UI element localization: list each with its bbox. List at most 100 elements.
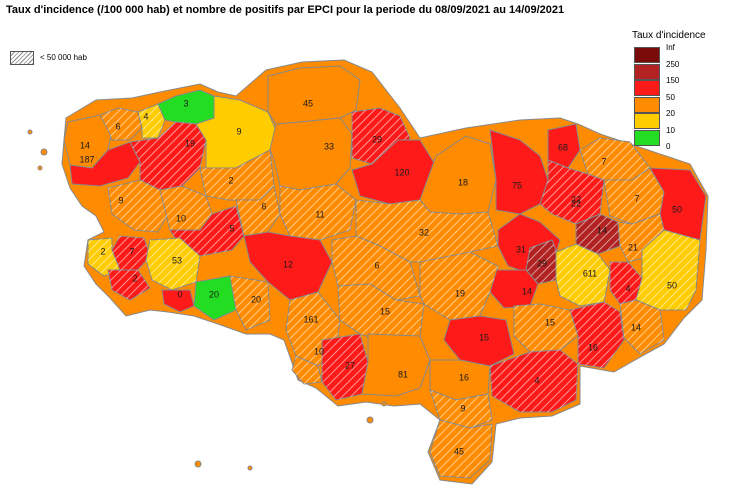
epci-hatch-overlay [332,236,420,300]
island-region [40,148,48,156]
epci-count-label: 3 [183,98,188,108]
epci-hatch-overlay [620,300,664,354]
epci-count-label: 120 [394,167,409,177]
epci-hatch-overlay [200,150,274,200]
epci-count-label: 27 [345,360,355,370]
epci-count-label: 6 [374,260,379,270]
epci-count-label: 15 [479,332,489,342]
epci-count-label: 68 [558,142,568,152]
epci-region[interactable] [267,65,361,125]
epci-count-label: 20 [251,294,261,304]
epci-hatch-overlay [356,200,498,262]
epci-count-label: 33 [324,141,334,151]
epci-count-label: 2 [132,273,137,283]
epci-hatch-overlay [526,240,560,284]
epci-hatch-overlay [576,214,620,254]
epci-count-label: 7 [634,193,639,203]
epci-count-label: 75 [512,180,522,190]
epci-count-label: 12 [283,259,293,269]
epci-hatch-overlay [130,122,206,190]
epci-count-label: 11 [315,209,324,219]
epci-count-label: 187 [79,154,94,164]
legend-swatch [634,113,660,129]
epci-count-label: 45 [303,98,313,108]
legend-label: 250 [666,59,680,69]
epci-hatch-overlay [170,206,244,256]
legend-swatch [634,63,660,80]
epci-count-label: 53 [172,255,182,265]
epci-count-label: 4 [143,111,148,121]
epci-count-label: 14 [631,322,641,332]
epci-count-label: 50 [667,280,677,290]
epci-hatch-overlay [100,108,142,140]
epci-count-label: 22 [571,194,581,204]
epci-count-label: 2 [100,246,105,256]
epci-count-label: 45 [454,446,464,456]
legend-item: 20 [632,109,706,130]
epci-region[interactable] [361,333,431,397]
epci-count-label: 16 [459,372,469,382]
epci-count-label: 81 [398,369,408,379]
epci-hatch-overlay [610,262,642,304]
epci-count-label: 29 [537,258,547,268]
epci-hatch-overlay [570,302,624,368]
epci-count-label: 18 [458,177,468,187]
epci-count-label: 161 [303,314,318,324]
epci-hatch-overlay [430,420,492,478]
epci-count-label: 14 [80,140,90,150]
legend-item: 10 [632,126,706,147]
epci-count-label: 5 [229,223,234,233]
epci-count-label: 20 [209,289,219,299]
epci-count-label: 14 [522,286,532,296]
epci-hatch-overlay [108,270,150,300]
epci-count-label: 7 [129,246,134,256]
epci-region[interactable] [443,315,515,367]
map-title: Taux d'incidence (/100 000 hab) et nombr… [6,4,565,16]
legend-item: 50 [632,93,706,114]
epci-region[interactable] [243,231,333,301]
island-region [194,460,202,468]
legend-title: Taux d'incidence [632,30,706,41]
legend-swatch [634,129,660,146]
epci-region[interactable] [193,275,237,321]
epci-region[interactable] [269,117,353,191]
legend-swatch [634,47,660,63]
epci-count-label: 7 [601,156,606,166]
epci-hatch-overlay [540,160,604,224]
epci-count-label: 19 [185,138,195,148]
legend-label: 0 [666,142,671,151]
legend-swatch [634,146,660,162]
legend-label: 150 [666,76,680,85]
epci-count-label: 22 [571,198,581,208]
epci-count-label: 31 [516,244,526,254]
epci-hatch-overlay [338,284,424,344]
epci-hatch-overlay [108,180,170,232]
epci-hatch-overlay [88,238,120,276]
epci-hatch-overlay [146,238,200,290]
epci-hatch-overlay [514,304,578,352]
epci-count-label: 21 [628,242,638,252]
epci-count-label: 611 [583,268,597,278]
legend-label: Inf [666,43,675,52]
legend-label: 50 [666,92,675,102]
epci-hatch-overlay [236,186,280,236]
epci-count-label: 29 [372,134,382,144]
epci-hatch-overlay [604,168,664,224]
legend-label: 10 [666,125,675,135]
epci-count-label: 50 [672,204,682,214]
legend-label: 20 [666,109,675,118]
epci-count-label: 0 [177,289,182,299]
epci-count-label: 32 [419,227,429,237]
epci-count-label: 9 [460,403,465,413]
legend-swatch [634,80,660,96]
epci-region[interactable] [547,123,581,169]
epci-count-label: 16 [588,342,598,352]
epci-hatch-overlay [490,350,578,412]
epci-hatch-overlay [292,356,322,384]
island-region [27,129,33,135]
epci-hatch-overlay [138,104,165,138]
island-region [37,165,43,171]
island-region [247,465,253,471]
legend-item: 150 [632,76,706,97]
